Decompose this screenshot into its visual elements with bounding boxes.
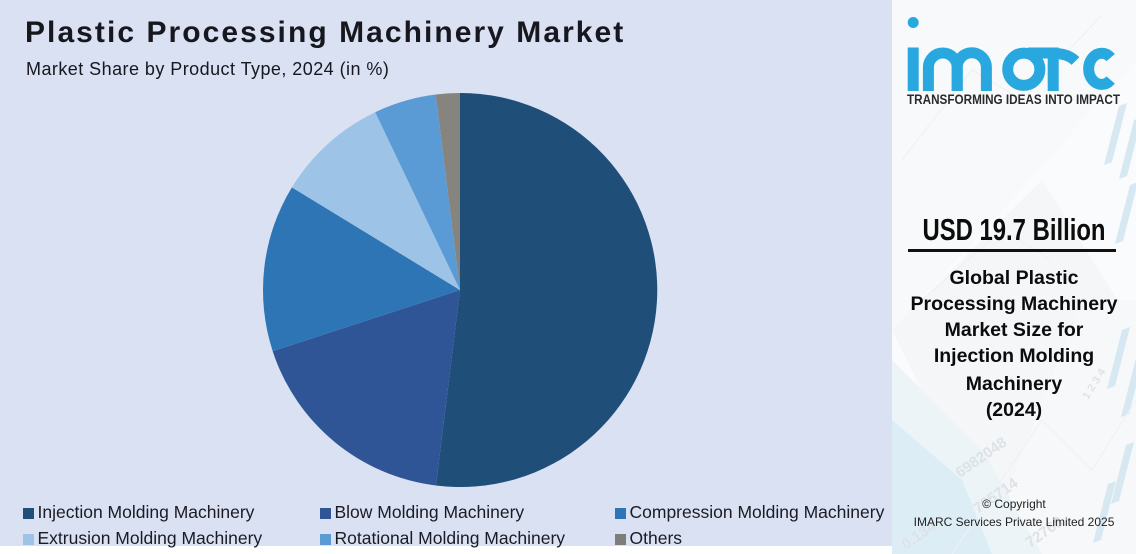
svg-text:TRANSFORMING IDEAS INTO IMPACT: TRANSFORMING IDEAS INTO IMPACT [907,92,1121,107]
